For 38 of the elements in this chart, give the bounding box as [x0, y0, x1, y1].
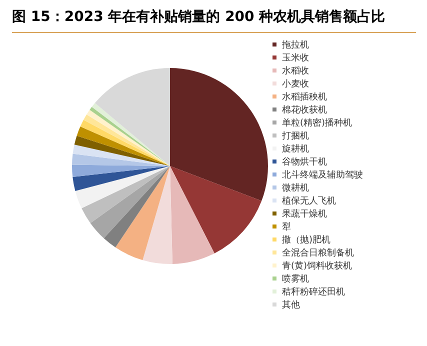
pie-slice: [82, 166, 170, 224]
pie-slice: [72, 166, 170, 191]
pie-slice: [72, 164, 170, 178]
legend-label: 玉米收: [282, 52, 309, 64]
pie-slice: [142, 166, 172, 264]
legend-label: 全混合日粮制备机: [282, 248, 354, 258]
legend-label: 微耕机: [282, 182, 309, 194]
legend-label: 旋耕机: [282, 144, 309, 154]
legend-label: 青(黄)饲料收获机: [282, 260, 352, 272]
legend-label: 植保无人飞机: [282, 196, 336, 206]
legend-label: 打捆机: [281, 130, 309, 142]
pie-slice: [104, 166, 170, 248]
legend-label: 秸秆粉碎还田机: [282, 286, 345, 298]
pie-slice: [170, 68, 268, 201]
pie-slice: [75, 166, 170, 208]
legend-label: 喷雾机: [282, 274, 309, 284]
pie-slice: [74, 136, 170, 166]
pie-slice: [170, 166, 214, 264]
pie-slice: [94, 68, 170, 166]
legend-label: 单粒(精密)播种机: [282, 118, 352, 128]
chart-title: 图 15：2023 年在有补贴销量的 200 种农机具销售额占比: [12, 8, 386, 26]
legend-label: 水稻收: [282, 66, 309, 76]
legend-label: 犁: [282, 222, 291, 232]
pie-slice: [76, 126, 170, 166]
legend-label: 拖拉机: [281, 40, 309, 50]
legend-label: 棉花收获机: [282, 104, 327, 116]
pie-slice: [90, 166, 170, 238]
legend-label: 小麦收: [282, 78, 309, 90]
pie-slice: [115, 166, 170, 260]
legend-label: 撒（抛)肥机: [282, 234, 331, 246]
legend-label: 果蔬干燥机: [282, 208, 327, 220]
pie-slice: [72, 154, 170, 166]
legend-label: 北斗终端及辅助驾驶: [282, 170, 363, 180]
legend-label: 其他: [282, 300, 300, 310]
pie-slice: [170, 166, 262, 254]
legend-label: 水稻插秧机: [282, 92, 327, 102]
legend-label: 谷物烘干机: [282, 156, 327, 168]
pie-slice: [72, 144, 170, 166]
